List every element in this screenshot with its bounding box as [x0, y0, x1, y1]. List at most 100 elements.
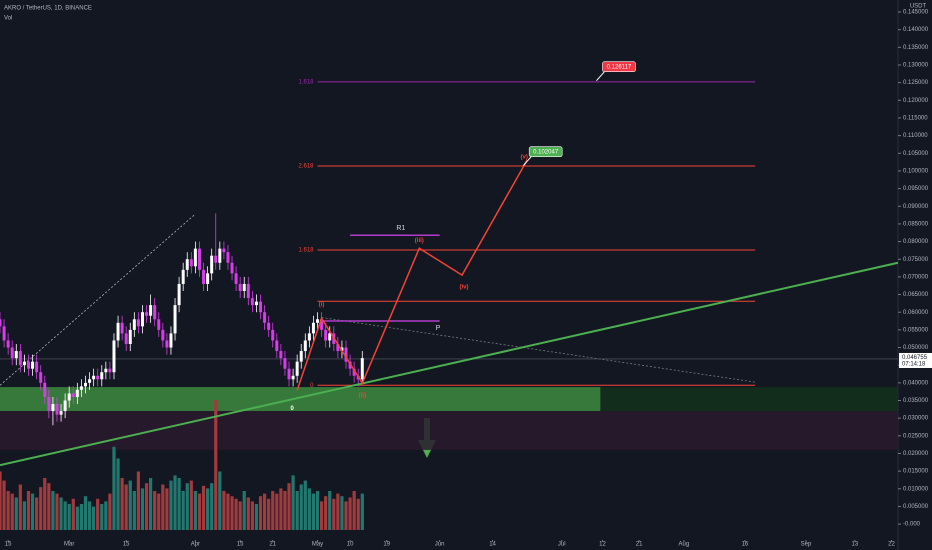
tag-label: 0.102047 — [533, 149, 559, 155]
volume-bar — [234, 498, 238, 530]
volume-bar — [303, 480, 307, 530]
candle-body — [360, 358, 364, 380]
currency: USDT — [910, 4, 927, 10]
x-tick-label: Mar — [64, 542, 74, 548]
y-tick-label: 0.095000 — [903, 186, 929, 192]
volume-bar — [132, 491, 136, 530]
candle-body — [214, 255, 218, 263]
volume-bar — [136, 471, 141, 530]
candle-body — [14, 351, 18, 359]
volume-bar — [295, 491, 299, 530]
y-tick-label: 0.090000 — [903, 204, 929, 210]
candle-body — [157, 319, 161, 330]
y-tick-label: 0.110000 — [903, 133, 928, 139]
x-tick-label: 14 — [489, 542, 496, 548]
y-tick-label: 0.040000 — [903, 380, 929, 386]
last-price-box — [899, 352, 932, 368]
volume-bar — [0, 471, 2, 530]
volume-bar — [116, 458, 120, 530]
candle-body — [112, 340, 116, 373]
volume-bar — [51, 491, 55, 530]
volume-bar — [173, 475, 177, 530]
zone — [600, 387, 898, 412]
candle-body — [71, 393, 75, 397]
volume-bar — [128, 480, 132, 530]
wave-label: (ii) — [359, 393, 366, 399]
candle-body — [108, 368, 112, 373]
candle-body — [246, 283, 250, 299]
volume-bar — [340, 496, 344, 530]
y-tick-label: 0.120000 — [903, 98, 929, 104]
volume-bar — [120, 478, 124, 530]
candle-body — [197, 248, 201, 270]
volume-bar — [250, 501, 254, 530]
tag-label: 0.126117 — [607, 64, 632, 70]
candle-body — [226, 252, 230, 263]
y-tick-label: 0.055000 — [903, 327, 929, 333]
volume-bar — [124, 484, 128, 530]
volume-bar — [67, 504, 71, 530]
candle-body — [145, 312, 149, 316]
volume-bar — [189, 480, 193, 530]
x-tick-label: Jul — [558, 542, 566, 548]
x-tick-label: May — [312, 542, 323, 548]
candle-body — [100, 372, 104, 380]
y-tick-label: 0.020000 — [903, 451, 929, 457]
volume-bar — [275, 493, 279, 530]
candle-body — [173, 305, 177, 334]
countdown: 07:14:18 — [902, 362, 926, 368]
volume-bar — [254, 504, 259, 530]
candle-body — [254, 301, 258, 306]
pivot-label: R1 — [396, 225, 405, 232]
volume-bar — [332, 498, 336, 530]
candle-body — [177, 283, 181, 306]
wave-path — [296, 159, 528, 391]
candle-body — [275, 340, 279, 352]
y-tick-label: 0.035000 — [903, 398, 929, 404]
candle-body — [75, 389, 79, 397]
volume-bar — [144, 483, 149, 530]
candle-body — [279, 351, 283, 359]
tag-pointer — [522, 156, 532, 167]
volume-title: Vol — [4, 16, 12, 22]
volume-bar — [47, 483, 51, 530]
volume-bar — [197, 493, 202, 530]
candle-body — [161, 329, 165, 341]
candle-body — [218, 248, 222, 263]
volume-bar — [267, 498, 271, 530]
candle-body — [104, 368, 108, 373]
volume-bar — [149, 478, 153, 530]
volume-bar — [153, 491, 157, 530]
volume-bar — [344, 501, 348, 530]
y-tick-label: 0.140000 — [903, 27, 929, 33]
chart-title: AKRO / TetherUS, 1D, BINANCE — [4, 6, 92, 12]
candle-body — [287, 368, 291, 380]
volume-bar — [246, 497, 250, 530]
volume-bar — [360, 493, 364, 530]
candle-body — [336, 343, 340, 352]
x-tick-label: 21 — [636, 542, 643, 548]
candle-body — [242, 283, 246, 292]
tag-pointer — [596, 71, 605, 82]
volume-bar — [311, 493, 316, 530]
candle-body — [10, 347, 14, 359]
wave-label: (i) — [319, 302, 325, 308]
candle-body — [2, 326, 6, 341]
y-tick-label: 0.105000 — [903, 151, 929, 157]
x-tick-label: 12 — [599, 542, 606, 548]
volume-bar — [100, 504, 104, 530]
dotted-line — [321, 317, 756, 383]
volume-bar — [140, 488, 145, 530]
x-tick-label: 13 — [852, 542, 859, 548]
volume-bar — [271, 491, 275, 530]
dotted-line — [0, 213, 196, 386]
volume-bar — [193, 491, 197, 530]
candle-body — [295, 361, 299, 376]
y-tick-label: 0.070000 — [903, 274, 929, 280]
candle-body — [55, 404, 59, 415]
y-tick-label: 0.065000 — [903, 292, 929, 298]
y-tick-label: 0.025000 — [903, 433, 929, 439]
candle-body — [320, 319, 324, 330]
volume-bar — [218, 471, 222, 530]
